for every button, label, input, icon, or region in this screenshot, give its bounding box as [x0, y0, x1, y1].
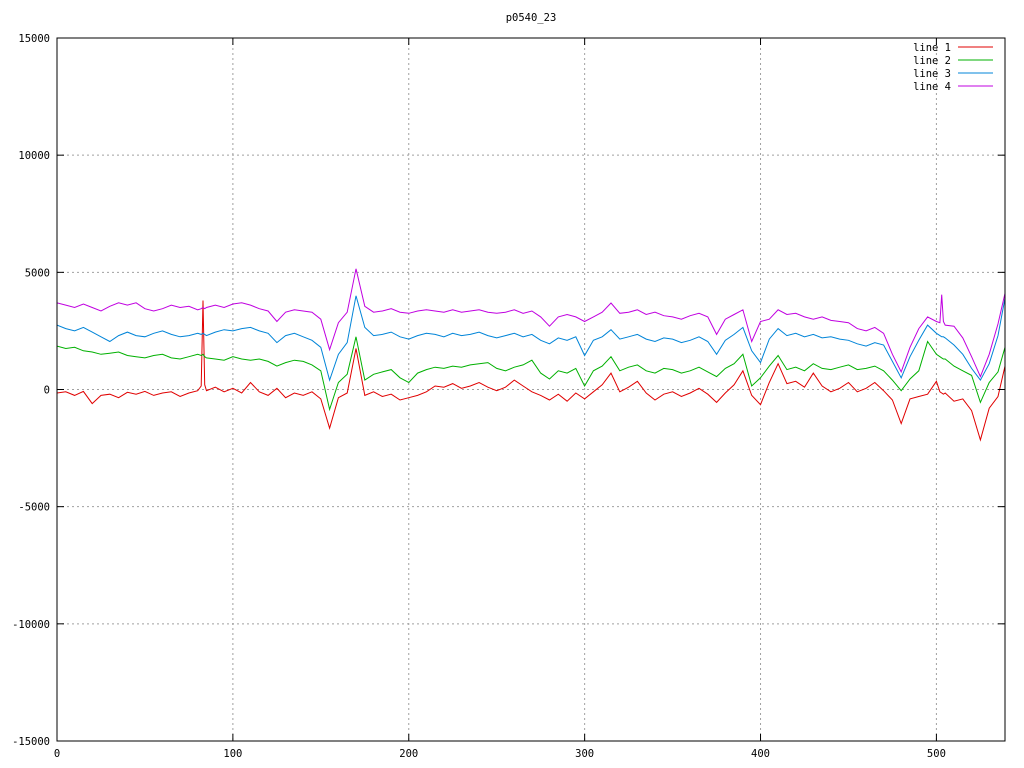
y-tick-label: -15000: [12, 736, 50, 748]
y-tick-label: -5000: [18, 502, 50, 514]
axis-layer: [56, 37, 1006, 742]
legend-label: line 1: [913, 42, 951, 54]
series-layer: [57, 268, 1005, 442]
series-line-2: [57, 336, 1005, 412]
series-line-1: [57, 300, 1005, 442]
y-tick-label: 0: [44, 385, 50, 397]
tick-label-layer: 0 100 200 300 400 500 -15000 -10000 -5000 0 5000 10…: [12, 33, 946, 760]
legend-label: line 3: [913, 68, 951, 80]
chart-title: p0540_23: [506, 12, 557, 24]
series-line-3: [57, 295, 1005, 382]
x-tick-label: 500: [927, 748, 946, 760]
x-tick-label: 400: [751, 748, 770, 760]
x-tick-label: 0: [54, 748, 60, 760]
legend-label: line 4: [913, 81, 951, 93]
series-line-4: [57, 268, 1005, 378]
legend-label: line 2: [913, 55, 951, 67]
y-tick-label: -10000: [12, 619, 50, 631]
x-tick-label: 100: [223, 748, 242, 760]
y-tick-label: 15000: [18, 33, 50, 45]
x-tick-label: 300: [575, 748, 594, 760]
x-tick-label: 200: [399, 748, 418, 760]
y-tick-label: 5000: [25, 267, 50, 279]
y-tick-label: 10000: [18, 150, 50, 162]
